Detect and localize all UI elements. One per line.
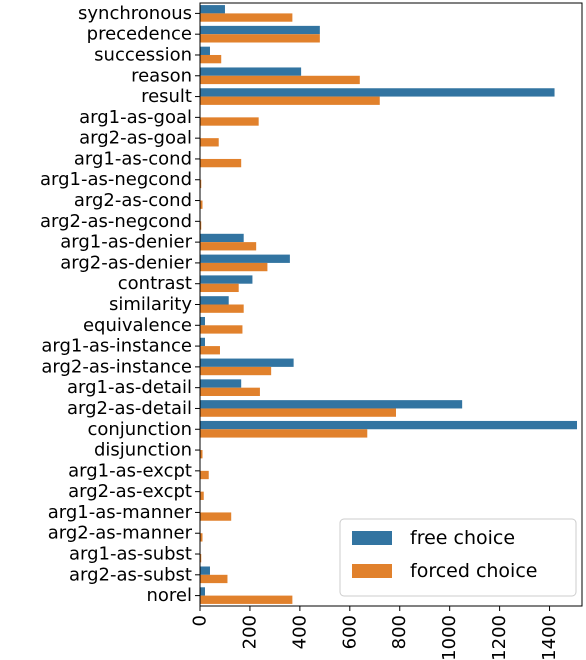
bar-forced-choice-arg1-as-excpt	[200, 470, 209, 480]
bar-free-choice-norel	[200, 587, 205, 596]
bar-forced-choice-arg2-as-excpt	[200, 491, 204, 500]
category-label: similarity	[109, 294, 192, 315]
x-ticks: 0 200 400 600 800 1000 1200 1400	[190, 606, 560, 660]
bar-free-choice-contrast	[200, 275, 253, 284]
category-label: arg2-as-excpt	[68, 481, 192, 502]
category-labels: synchronousprecedencesuccessionreasonres…	[40, 3, 193, 606]
bar-forced-choice-disjunction	[200, 450, 203, 459]
category-label: disjunction	[94, 440, 192, 461]
bar-free-choice-arg2-as-detail	[200, 400, 463, 409]
bar-free-choice-arg1-as-denier	[200, 233, 244, 243]
bar-free-choice-precedence	[200, 25, 320, 35]
category-label: arg2-as-detail	[67, 398, 192, 419]
bar-forced-choice-arg1-as-denier	[200, 242, 257, 251]
category-label: result	[141, 86, 192, 107]
legend-swatch-forced-choice	[352, 564, 392, 578]
bar-forced-choice-similarity	[200, 304, 244, 313]
category-label: arg1-as-denier	[60, 232, 192, 253]
bar-forced-choice-reason	[200, 75, 360, 85]
legend-box	[339, 518, 577, 597]
axes-layer	[195, 2, 583, 607]
bar-forced-choice-arg2-as-goal	[200, 138, 219, 147]
category-label: arg2-as-subst	[69, 564, 192, 585]
category-label: arg1-as-goal	[79, 107, 192, 128]
bar-forced-choice-contrast	[200, 283, 239, 293]
bar-forced-choice-arg1-as-goal	[200, 117, 259, 126]
bars-layer	[200, 5, 578, 604]
bar-forced-choice-arg2-as-denier	[200, 262, 268, 272]
bar-forced-choice-succession	[200, 54, 222, 64]
category-label: precedence	[87, 24, 192, 45]
bar-forced-choice-arg2-as-manner	[200, 533, 203, 542]
x-tick-label: 200	[239, 615, 260, 649]
bar-free-choice-similarity	[200, 296, 229, 305]
bar-forced-choice-arg1-as-detail	[200, 387, 260, 396]
category-label: arg1-as-cond	[74, 148, 192, 169]
bar-forced-choice-conjunction	[200, 429, 368, 438]
bar-free-choice-equivalence	[200, 316, 205, 326]
category-label: reason	[131, 65, 192, 86]
category-label: arg1-as-instance	[41, 336, 192, 357]
bar-forced-choice-arg1-as-instance	[200, 346, 220, 355]
bar-free-choice-arg2-as-subst	[200, 566, 210, 575]
legend-swatch-free-choice	[352, 531, 392, 545]
bar-free-choice-arg1-as-detail	[200, 379, 242, 388]
category-label: arg1-as-negcond	[40, 169, 192, 190]
category-label: arg2-as-instance	[41, 356, 192, 377]
bar-free-choice-arg1-as-instance	[200, 337, 205, 347]
legend-label-free-choice: free choice	[410, 527, 515, 549]
bar-forced-choice-equivalence	[200, 325, 243, 334]
category-label: synchronous	[78, 3, 192, 24]
bar-free-choice-arg2-as-instance	[200, 358, 294, 367]
bar-free-choice-arg2-as-denier	[200, 254, 290, 263]
bar-free-choice-result	[200, 88, 555, 97]
x-tick-label: 0	[190, 615, 211, 626]
bar-free-choice-succession	[200, 46, 210, 55]
x-tick-label: 800	[389, 615, 410, 649]
x-tick-label: 1200	[489, 615, 510, 660]
category-label: arg2-as-goal	[79, 128, 192, 149]
legend: free choice forced choice	[339, 518, 577, 597]
bar-forced-choice-arg1-as-manner	[200, 512, 232, 521]
category-label: arg1-as-excpt	[68, 460, 192, 481]
legend-label-forced-choice: forced choice	[410, 560, 537, 582]
bar-forced-choice-arg1-as-negcond	[200, 179, 202, 189]
bar-forced-choice-synchronous	[200, 13, 293, 22]
category-label: arg1-as-manner	[48, 502, 193, 523]
x-tick-label: 400	[289, 615, 310, 649]
category-label: equivalence	[83, 315, 192, 336]
category-label: contrast	[118, 273, 192, 294]
category-label: arg1-as-detail	[67, 377, 192, 398]
category-label: arg2-as-manner	[48, 523, 193, 544]
bar-forced-choice-result	[200, 96, 380, 105]
bar-free-choice-synchronous	[200, 5, 225, 14]
bar-forced-choice-arg1-as-cond	[200, 158, 242, 168]
bar-forced-choice-arg2-as-cond	[200, 200, 203, 209]
category-label: arg1-as-subst	[69, 544, 192, 565]
axes-frame	[199, 2, 583, 607]
bar-forced-choice-arg1-as-subst	[200, 554, 202, 563]
bar-forced-choice-arg2-as-subst	[200, 574, 228, 584]
category-label: succession	[94, 44, 192, 65]
bar-forced-choice-precedence	[200, 34, 320, 43]
x-tick-label: 1400	[539, 615, 560, 660]
category-label: arg2-as-negcond	[40, 211, 192, 232]
bar-forced-choice-arg2-as-detail	[200, 408, 396, 417]
x-tick-label: 1000	[439, 615, 460, 660]
category-label: arg2-as-denier	[60, 252, 192, 273]
category-label: conjunction	[87, 419, 192, 440]
category-label: arg2-as-cond	[74, 190, 192, 211]
x-tick-label: 600	[339, 615, 360, 649]
bar-free-choice-conjunction	[200, 420, 578, 430]
bar-free-choice-reason	[200, 67, 302, 76]
bar-forced-choice-norel	[200, 595, 293, 604]
category-label: norel	[146, 585, 192, 606]
bar-forced-choice-arg2-as-instance	[200, 366, 272, 376]
bar-forced-choice-arg2-as-negcond	[200, 221, 202, 230]
